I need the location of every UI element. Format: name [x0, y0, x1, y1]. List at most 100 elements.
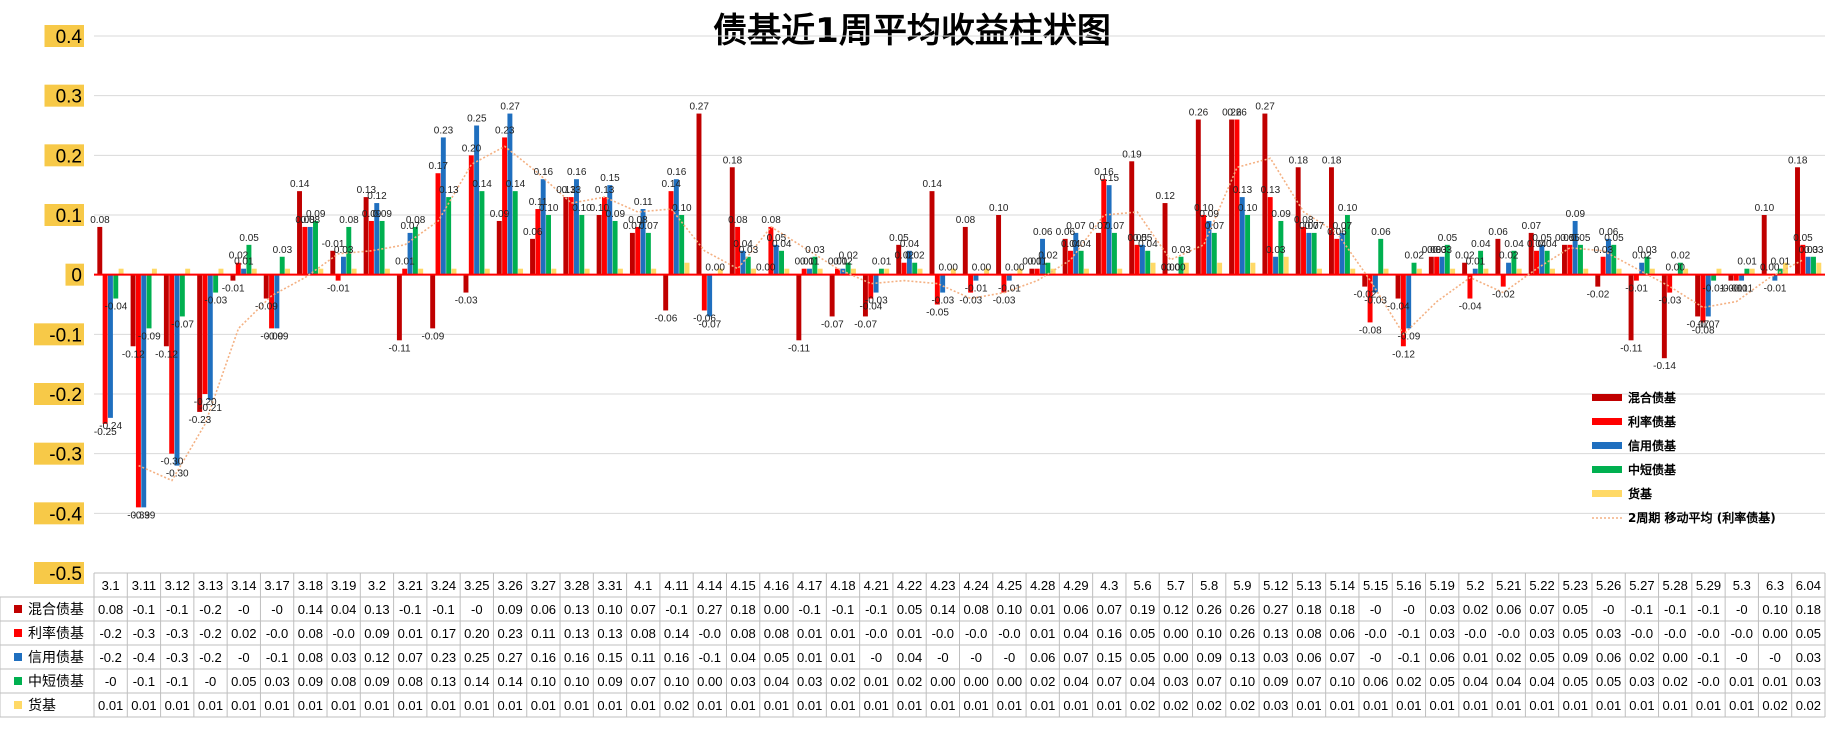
table-cell: -0 [271, 602, 283, 617]
table-cell: 0.14 [464, 674, 489, 689]
table-cell: 0.07 [1063, 650, 1088, 665]
data-label: 0.09 [306, 209, 326, 220]
bar [996, 215, 1002, 275]
data-label: 0.27 [1255, 102, 1275, 113]
table-cell: 0.01 [1030, 626, 1055, 641]
data-label: 0.02 [1499, 251, 1519, 262]
bar [1633, 274, 1639, 281]
table-cell: 0.01 [464, 698, 489, 713]
x-tick-label: 4.24 [963, 578, 988, 593]
bar [1506, 262, 1512, 275]
bar [707, 274, 713, 317]
bar [107, 274, 113, 418]
y-tick-label: 0 [71, 266, 82, 287]
table-cell: -0.0 [699, 626, 721, 641]
data-label: 0.16 [567, 167, 587, 178]
data-label: 0.02 [1038, 251, 1058, 262]
data-label: 0.05 [1532, 233, 1552, 244]
data-label: 0.02 [1632, 251, 1652, 262]
table-cell: 0.27 [1263, 602, 1288, 617]
bar [1162, 203, 1168, 275]
table-cell: 0.01 [797, 626, 822, 641]
data-label: -0.03 [993, 296, 1016, 307]
data-label: 0.23 [434, 125, 454, 136]
table-row-swatch [14, 701, 22, 709]
data-label: 0.00 [705, 263, 725, 274]
bar [412, 226, 418, 275]
bar [617, 268, 623, 275]
legend-label: 利率债基 [1628, 414, 1677, 429]
y-tick-highlight [44, 84, 84, 107]
bar [601, 197, 607, 275]
bar [440, 137, 446, 275]
bar [135, 274, 141, 508]
x-tick-label: 5.23 [1563, 578, 1588, 593]
table-cell: 0.04 [1529, 674, 1554, 689]
data-label: -0.21 [199, 403, 222, 414]
table-cell: 0.02 [1197, 698, 1222, 713]
data-label: -0.03 [204, 296, 227, 307]
table-cell: -0.1 [1697, 650, 1719, 665]
data-label: 0.18 [723, 155, 743, 166]
table-cell: 0.08 [631, 626, 656, 641]
data-label: -0.01 [1702, 284, 1725, 295]
table-cell: 0.07 [1197, 674, 1222, 689]
table-cell: 0.03 [1430, 602, 1455, 617]
table-cell: -0.1 [266, 650, 288, 665]
table-cell: 0.03 [1263, 698, 1288, 713]
bar [1350, 268, 1356, 275]
bar [917, 268, 923, 275]
bar [1649, 268, 1655, 275]
bar [1550, 268, 1555, 275]
x-tick-label: 3.31 [597, 578, 622, 593]
table-cell: 0.10 [1330, 674, 1355, 689]
table-cell: 0.16 [1097, 626, 1122, 641]
bar [1749, 268, 1755, 275]
data-label: 0.00 [938, 263, 958, 274]
data-label: 0.16 [667, 167, 687, 178]
trendline [138, 145, 1804, 482]
table-cell: 0.01 [1563, 698, 1588, 713]
x-tick-label: 5.12 [1263, 578, 1288, 593]
bar [446, 197, 452, 275]
data-label: 0.08 [295, 215, 315, 226]
x-tick-label: 5.19 [1430, 578, 1455, 593]
data-label: 0.05 [1438, 233, 1458, 244]
table-cell: 0.01 [398, 698, 423, 713]
table-cell: 0.08 [98, 602, 123, 617]
bar [1239, 197, 1245, 275]
x-tick-label: 5.27 [1629, 578, 1654, 593]
table-cell: 0.01 [1629, 698, 1654, 713]
table-cell: 0.09 [364, 626, 389, 641]
table-cell: 0.18 [1296, 602, 1321, 617]
bar [241, 268, 247, 275]
data-label: 0.10 [1238, 203, 1258, 214]
data-label: -0.02 [1492, 290, 1515, 301]
legend-swatch [1592, 490, 1622, 497]
bar [1416, 268, 1422, 275]
table-cell: 0.01 [830, 698, 855, 713]
table-cell: -0.0 [1664, 626, 1686, 641]
data-label: 0.04 [1527, 239, 1547, 250]
bar [912, 262, 918, 275]
x-tick-label: 3.14 [231, 578, 256, 593]
bar [102, 274, 108, 424]
bar [185, 268, 191, 275]
x-tick-label: 5.26 [1596, 578, 1621, 593]
table-cell: 0.14 [930, 602, 955, 617]
x-tick-label: 5.6 [1134, 578, 1152, 593]
bar [1528, 232, 1534, 275]
table-cell: -0.1 [133, 602, 155, 617]
table-cell: 0.01 [597, 698, 622, 713]
data-label: -0.09 [266, 331, 289, 342]
bar [1062, 238, 1068, 275]
x-tick-label: 4.18 [830, 578, 855, 593]
table-cell: -0.2 [199, 650, 221, 665]
bar [1761, 215, 1767, 275]
bar [1183, 262, 1189, 275]
bar [929, 191, 935, 275]
table-cell: 0.02 [1762, 698, 1787, 713]
table-cell: 0.01 [231, 698, 256, 713]
table-cell: 0.18 [730, 602, 755, 617]
table-cell: 0.01 [98, 698, 123, 713]
